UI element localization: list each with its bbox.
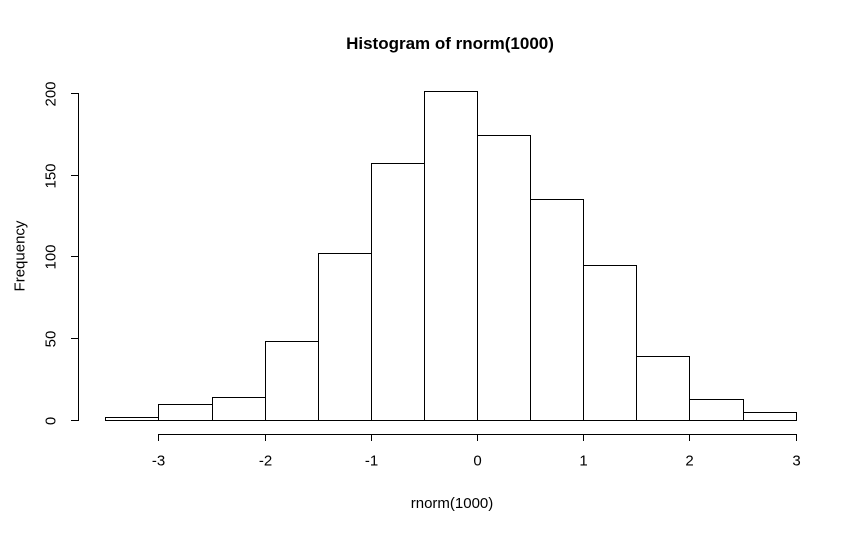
y-tick-label: 150 <box>42 162 60 189</box>
x-axis-label: rnorm(1000) <box>410 495 494 512</box>
histogram-bar <box>530 199 584 421</box>
histogram-bar <box>265 341 319 421</box>
x-axis-tick <box>796 434 797 441</box>
histogram-bar <box>583 265 637 421</box>
x-axis-tick <box>158 434 159 441</box>
histogram-bar <box>105 417 159 421</box>
y-axis-tick <box>71 420 78 421</box>
y-tick-label: 50 <box>42 330 60 347</box>
histogram-bar <box>371 163 425 421</box>
histogram-bar <box>477 135 531 421</box>
y-axis-tick <box>71 338 78 339</box>
x-tick-label: -3 <box>151 452 166 470</box>
x-tick-label: 3 <box>792 452 801 470</box>
histogram-bar <box>743 412 797 421</box>
y-axis-line <box>78 93 79 421</box>
x-axis-tick <box>583 434 584 441</box>
x-axis-tick <box>371 434 372 441</box>
x-tick-label: -1 <box>364 452 379 470</box>
y-axis-tick <box>71 256 78 257</box>
x-tick-label: 2 <box>685 452 694 470</box>
x-axis-tick <box>477 434 478 441</box>
histogram-bar <box>318 253 372 421</box>
histogram-bar <box>212 397 266 421</box>
y-tick-label: 100 <box>42 243 60 270</box>
histogram-bar <box>424 91 478 421</box>
x-tick-label: 1 <box>579 452 588 470</box>
x-tick-label: 0 <box>473 452 482 470</box>
histogram-bar <box>158 404 213 421</box>
x-axis-tick <box>689 434 690 441</box>
histogram-bar <box>689 399 744 421</box>
y-axis-tick <box>71 93 78 94</box>
y-tick-label: 0 <box>42 416 60 425</box>
y-axis-label: Frequency <box>11 220 29 292</box>
y-axis-tick <box>71 175 78 176</box>
x-axis-tick <box>265 434 266 441</box>
chart-title: Histogram of rnorm(1000) <box>346 34 554 53</box>
y-tick-label: 200 <box>42 80 60 107</box>
histogram-bar <box>636 356 690 421</box>
x-tick-label: -2 <box>258 452 273 470</box>
